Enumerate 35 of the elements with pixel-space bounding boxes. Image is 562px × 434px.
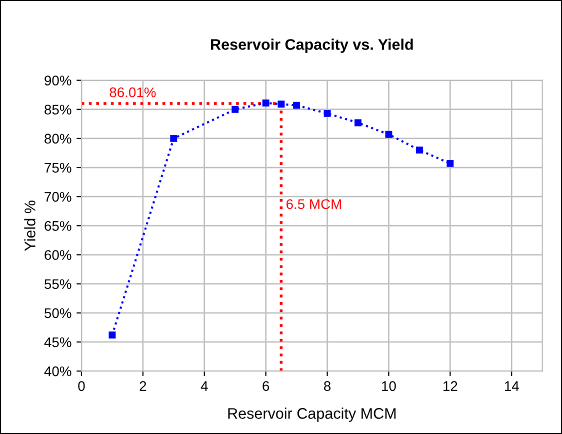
y-tick-label: 70% <box>44 192 72 202</box>
y-tick-label: 60% <box>44 250 72 260</box>
y-tick-label: 65% <box>44 221 72 231</box>
point <box>108 332 116 338</box>
point <box>385 130 392 138</box>
point <box>416 146 423 154</box>
point <box>354 119 362 126</box>
x-tick-label: 4 <box>200 381 208 391</box>
point <box>262 100 270 106</box>
x-tick-label: 0 <box>78 381 85 391</box>
chart-title: Reservoir Capacity vs. Yield <box>211 38 413 53</box>
point <box>278 100 285 108</box>
x-tick-label: 12 <box>443 381 458 391</box>
x-tick-label: 6 <box>262 381 270 391</box>
y-tick-label: 80% <box>44 134 72 144</box>
point <box>324 110 331 117</box>
point <box>232 106 239 113</box>
x-tick-label: 10 <box>382 381 396 391</box>
y-tick-label: 45% <box>44 337 72 348</box>
y-tick-label: 90% <box>44 76 72 86</box>
y-tick-label: 85% <box>44 104 72 115</box>
ref-line-label: 86.01% <box>110 87 156 98</box>
point <box>170 134 178 142</box>
y-tick-label: 55% <box>44 279 72 290</box>
x-tick-label: 2 <box>140 381 146 391</box>
y-axis-title: Yield % <box>24 200 36 251</box>
x-tick-label: 8 <box>324 381 331 391</box>
x-tick-label: 14 <box>504 381 519 391</box>
y-tick-label: 50% <box>44 308 72 318</box>
x-axis-title: Reservoir Capacity MCM <box>228 408 396 422</box>
point <box>293 102 300 109</box>
y-tick-label: 75% <box>44 162 72 173</box>
y-tick-label: 40% <box>44 366 72 376</box>
point <box>446 160 454 167</box>
ref-line-label: 6.5 MCM <box>286 199 341 210</box>
